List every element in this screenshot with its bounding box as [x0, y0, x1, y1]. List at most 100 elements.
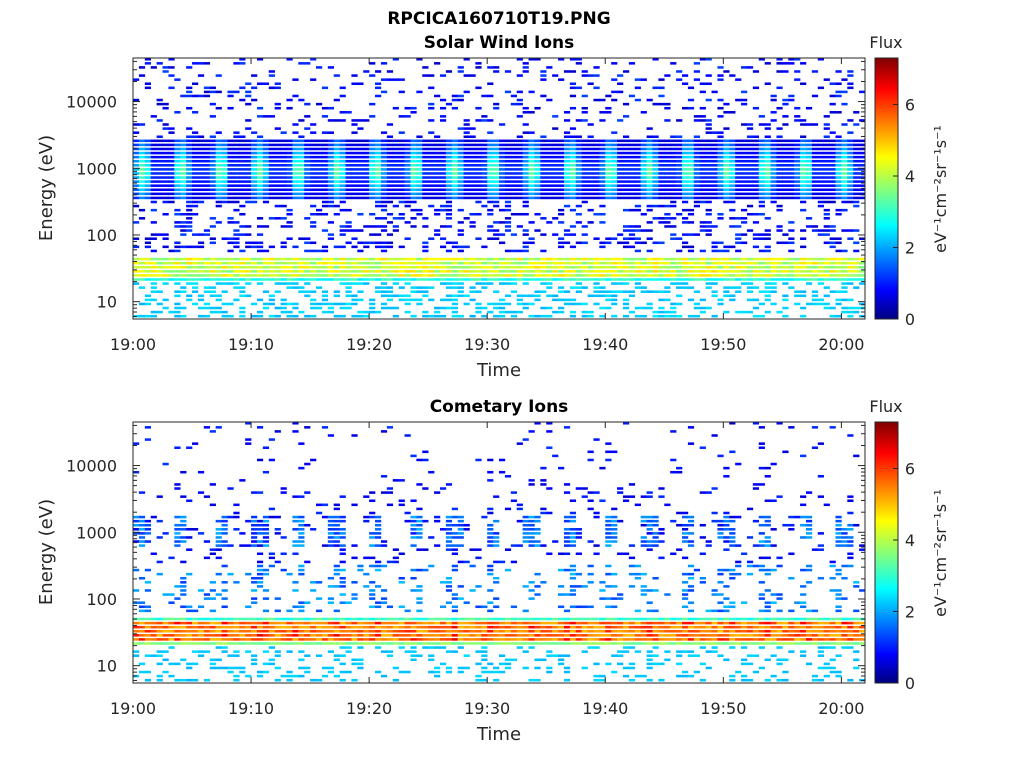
heatmap-cell [180, 233, 187, 236]
heatmap-cell [569, 155, 577, 159]
heatmap-cell [587, 168, 594, 171]
heatmap-cell [233, 143, 240, 147]
heatmap-cell [705, 58, 712, 61]
heatmap-cell [475, 237, 482, 240]
heatmap-cell [622, 298, 630, 302]
heatmap-cell [682, 82, 689, 85]
heatmap-cell [593, 155, 600, 159]
heatmap-cell [416, 90, 423, 94]
heatmap-cell [617, 290, 624, 293]
heatmap-cell [711, 265, 718, 269]
heatmap-cell [304, 127, 311, 130]
heatmap-cell [280, 298, 287, 302]
heatmap-cell [274, 270, 281, 273]
heatmap-cell [404, 237, 411, 240]
heatmap-cell [227, 257, 234, 261]
heatmap-cell [546, 306, 553, 310]
heatmap-cell [274, 168, 281, 171]
heatmap-cell [144, 294, 152, 298]
heatmap-cell [847, 143, 854, 147]
heatmap-cell [150, 270, 157, 273]
heatmap-cell [404, 180, 411, 183]
heatmap-cell [475, 188, 482, 192]
heatmap-cell [256, 261, 264, 265]
heatmap-cell [758, 261, 765, 265]
heatmap-cell [369, 593, 376, 596]
heatmap-cell [534, 196, 541, 200]
heatmap-cell [628, 164, 636, 167]
heatmap-cell [546, 143, 553, 147]
heatmap-cell [174, 536, 181, 539]
heatmap-cell [534, 314, 541, 318]
heatmap-cell [209, 642, 216, 645]
heatmap-cell [316, 638, 323, 641]
heatmap-cell [640, 168, 647, 171]
heatmap-cell [752, 180, 760, 183]
heatmap-cell [310, 458, 317, 462]
heatmap-cell [469, 221, 476, 224]
heatmap-cell [369, 306, 376, 310]
colorbar-label: eV⁻¹cm⁻²sr⁻¹s⁻¹ [931, 125, 950, 253]
heatmap-cell [186, 155, 193, 159]
heatmap-cell [156, 176, 163, 179]
heatmap-cell [853, 176, 860, 179]
heatmap-cell [540, 306, 547, 310]
heatmap-cell [256, 270, 264, 273]
heatmap-cell [782, 123, 789, 126]
heatmap-cell [180, 642, 187, 645]
heatmap-cell [664, 147, 671, 151]
heatmap-cell [280, 261, 287, 265]
x-axis-label: Time [476, 360, 521, 381]
heatmap-cell [552, 176, 559, 179]
heatmap-cell [375, 568, 382, 572]
heatmap-cell [463, 188, 470, 192]
heatmap-cell [699, 192, 706, 196]
heatmap-cell [386, 200, 394, 204]
heatmap-cell [280, 245, 287, 249]
heatmap-cell [339, 270, 346, 273]
heatmap-cell [463, 123, 470, 126]
heatmap-cell [569, 302, 577, 306]
heatmap-cell [150, 249, 157, 253]
heatmap-cell [581, 94, 588, 98]
heatmap-cell [522, 274, 529, 277]
heatmap-cell [327, 621, 335, 625]
heatmap-cell [457, 147, 464, 151]
heatmap-cell [699, 278, 706, 281]
heatmap-cell [463, 245, 470, 249]
heatmap-cell [605, 241, 612, 245]
heatmap-cell [162, 102, 169, 106]
heatmap-cell [504, 294, 512, 298]
heatmap-cell [622, 139, 630, 143]
heatmap-cell [546, 147, 553, 151]
heatmap-cell [581, 106, 588, 110]
heatmap-cell [245, 139, 252, 143]
heatmap-cell [150, 642, 157, 645]
heatmap-cell [375, 532, 382, 535]
heatmap-cell [764, 233, 771, 236]
heatmap-cell [758, 115, 765, 118]
heatmap-cell [133, 143, 140, 147]
heatmap-cell [333, 536, 340, 539]
heatmap-cell [475, 212, 482, 216]
heatmap-cell [699, 270, 706, 273]
heatmap-cell [345, 302, 352, 306]
heatmap-cell [174, 111, 181, 114]
heatmap-cell [351, 119, 358, 122]
heatmap-cell [504, 172, 512, 175]
heatmap-cell [357, 625, 364, 629]
heatmap-cell [298, 135, 305, 139]
heatmap-cell [321, 274, 329, 277]
heatmap-cell [239, 155, 246, 159]
heatmap-cell [510, 102, 518, 106]
heatmap-cell [764, 298, 771, 302]
heatmap-cell [133, 261, 140, 265]
heatmap-cell [558, 298, 565, 302]
heatmap-cell [203, 286, 211, 289]
heatmap-cell [652, 241, 659, 245]
heatmap-cell [398, 294, 405, 298]
heatmap-cell [516, 225, 523, 228]
heatmap-cell [652, 180, 659, 183]
heatmap-cell [563, 151, 571, 155]
heatmap-cell [256, 278, 264, 281]
